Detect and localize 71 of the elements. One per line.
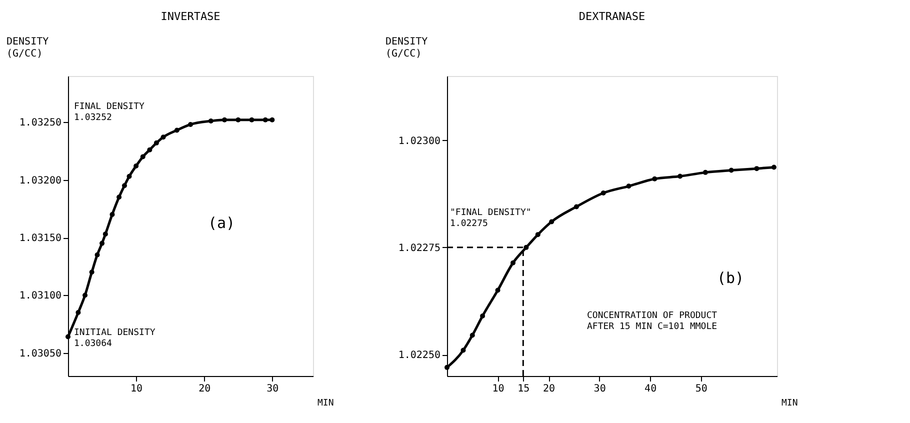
x-tick-label: 20 xyxy=(198,384,211,394)
point xyxy=(154,140,159,146)
x-tick-label: 10 xyxy=(492,384,504,394)
point xyxy=(76,310,81,316)
y-tick-label: 1.02275 xyxy=(398,242,440,254)
point xyxy=(480,314,486,318)
point xyxy=(66,334,70,340)
chart-title: DEXTRANASE xyxy=(578,10,646,23)
y-tick-label: 1.03050 xyxy=(19,348,62,360)
point xyxy=(122,183,127,188)
x-axis-title: MIN xyxy=(318,398,334,408)
point xyxy=(626,184,632,189)
point xyxy=(771,164,776,170)
y-axis-title: DENSITY (G/CC) xyxy=(6,36,49,60)
point xyxy=(510,260,516,266)
y-tick-label: 1.03250 xyxy=(19,118,62,129)
point xyxy=(126,174,132,179)
point xyxy=(549,219,554,224)
point xyxy=(702,170,708,175)
point xyxy=(754,166,760,172)
chart-title: INVERTASE xyxy=(160,10,220,23)
y-tick-label: 1.03150 xyxy=(19,233,62,244)
point xyxy=(652,176,658,182)
point xyxy=(134,164,139,168)
point xyxy=(535,232,540,238)
point xyxy=(100,240,105,246)
point xyxy=(188,122,193,127)
x-tick-label: 10 xyxy=(130,384,143,394)
y-tick-label: 1.02250 xyxy=(398,350,440,362)
x-axis-title: MIN xyxy=(782,398,798,408)
annotation: (b) xyxy=(717,269,744,287)
y-tick-label: 1.02300 xyxy=(398,136,440,147)
point xyxy=(102,232,108,237)
point xyxy=(444,364,450,370)
point xyxy=(94,252,100,258)
annotation: "FINAL DENSITY" 1.02275 xyxy=(450,208,532,229)
point xyxy=(470,332,475,338)
y-tick-label: 1.03200 xyxy=(19,175,62,186)
y-tick-label: 1.03100 xyxy=(19,290,62,302)
x-tick-label: 30 xyxy=(594,384,606,394)
point xyxy=(82,292,88,298)
y-axis-title: DENSITY (G/CC) xyxy=(386,36,428,60)
point xyxy=(236,117,241,122)
point xyxy=(110,212,115,217)
x-tick-label: 15 xyxy=(518,384,530,394)
point xyxy=(270,117,275,122)
point xyxy=(460,348,466,353)
point xyxy=(89,270,94,275)
point xyxy=(678,174,683,179)
point xyxy=(147,147,152,152)
x-tick-label: 30 xyxy=(266,384,279,394)
annotation: (a) xyxy=(208,214,236,232)
point xyxy=(262,117,268,122)
annotation: INITIAL DENSITY 1.03064 xyxy=(74,328,156,349)
point xyxy=(116,194,122,200)
point xyxy=(208,118,214,124)
point xyxy=(140,154,146,160)
annotation: CONCENTRATION OF PRODUCT AFTER 15 MIN C=101 MMOLE xyxy=(587,311,718,332)
point xyxy=(249,117,254,122)
point xyxy=(495,288,500,293)
x-tick-label: 40 xyxy=(644,384,657,394)
point xyxy=(728,168,734,173)
annotation: FINAL DENSITY 1.03252 xyxy=(74,102,146,123)
point xyxy=(524,244,529,250)
point xyxy=(160,134,166,140)
x-tick-label: 20 xyxy=(543,384,556,394)
point xyxy=(600,190,606,196)
point xyxy=(174,128,180,133)
point xyxy=(574,204,579,210)
x-tick-label: 50 xyxy=(695,384,708,394)
point xyxy=(222,117,228,122)
